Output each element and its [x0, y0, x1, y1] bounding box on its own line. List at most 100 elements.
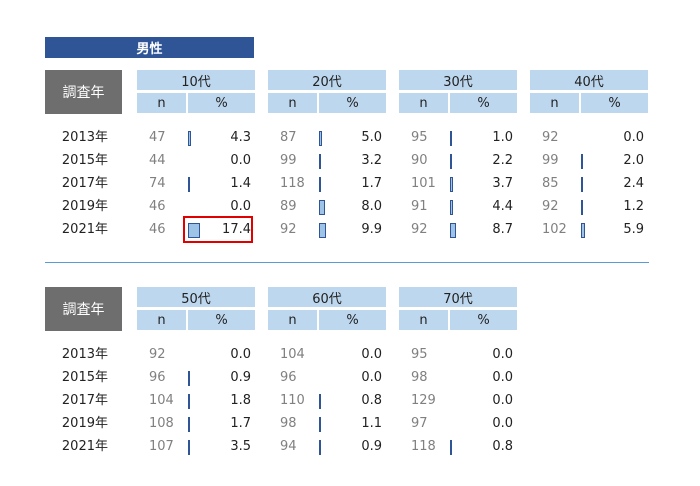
n-value: 102: [542, 222, 567, 237]
pct-value: 2.0: [623, 153, 644, 168]
n-value: 95: [411, 347, 428, 362]
pct-bar: [581, 200, 583, 215]
pct-column-header: %: [319, 93, 386, 113]
pct-column-header: %: [450, 310, 517, 330]
pct-value: 0.9: [230, 370, 251, 385]
n-value: 44: [149, 153, 166, 168]
pct-bar: [450, 177, 453, 192]
pct-value: 1.1: [361, 416, 382, 431]
pct-bar: [319, 223, 326, 238]
pct-value: 0.0: [230, 199, 251, 214]
n-value: 101: [411, 176, 436, 191]
pct-value: 17.4: [222, 222, 251, 237]
pct-bar: [319, 417, 321, 432]
pct-bar: [450, 440, 452, 455]
n-value: 96: [149, 370, 166, 385]
pct-bar: [450, 131, 452, 146]
n-column-header: n: [137, 93, 186, 113]
pct-bar: [188, 131, 191, 146]
age-group-header: 20代: [268, 70, 386, 90]
pct-value: 1.2: [623, 199, 644, 214]
pct-value: 0.9: [361, 439, 382, 454]
pct-bar: [188, 440, 190, 455]
n-value: 46: [149, 199, 166, 214]
n-value: 92: [542, 199, 559, 214]
n-column-header: n: [399, 93, 448, 113]
n-value: 104: [280, 347, 305, 362]
n-value: 108: [149, 416, 174, 431]
pct-value: 1.7: [230, 416, 251, 431]
pct-value: 0.8: [361, 393, 382, 408]
n-value: 99: [542, 153, 559, 168]
sex-title: 男性: [45, 37, 254, 58]
pct-value: 1.8: [230, 393, 251, 408]
pct-bar: [319, 394, 321, 409]
pct-value: 5.0: [361, 130, 382, 145]
pct-value: 1.7: [361, 176, 382, 191]
pct-bar: [188, 417, 190, 432]
n-value: 92: [411, 222, 428, 237]
n-value: 118: [280, 176, 305, 191]
n-value: 129: [411, 393, 436, 408]
year-label: 2013年: [61, 347, 108, 362]
pct-value: 4.4: [492, 199, 513, 214]
pct-value: 1.4: [230, 176, 251, 191]
age-group-header: 40代: [530, 70, 648, 90]
pct-value: 0.0: [623, 130, 644, 145]
n-value: 47: [149, 130, 166, 145]
n-value: 92: [280, 222, 297, 237]
n-value: 118: [411, 439, 436, 454]
pct-bar: [581, 223, 585, 238]
n-value: 92: [149, 347, 166, 362]
n-value: 90: [411, 153, 428, 168]
pct-value: 3.5: [230, 439, 251, 454]
n-value: 95: [411, 130, 428, 145]
year-label: 2021年: [61, 222, 108, 237]
pct-value: 0.0: [492, 370, 513, 385]
pct-bar: [450, 154, 452, 169]
year-label: 2017年: [61, 393, 108, 408]
n-value: 99: [280, 153, 297, 168]
n-value: 85: [542, 176, 559, 191]
pct-value: 2.2: [492, 153, 513, 168]
n-column-header: n: [530, 93, 579, 113]
pct-value: 8.0: [361, 199, 382, 214]
n-value: 87: [280, 130, 297, 145]
year-label: 2021年: [61, 439, 108, 454]
pct-value: 0.8: [492, 439, 513, 454]
pct-value: 0.0: [492, 393, 513, 408]
highlighted-cell-box: [183, 216, 253, 243]
pct-column-header: %: [450, 93, 517, 113]
year-label: 2017年: [61, 176, 108, 191]
pct-bar: [188, 394, 190, 409]
year-label: 2015年: [61, 153, 108, 168]
n-value: 92: [542, 130, 559, 145]
pct-value: 4.3: [230, 130, 251, 145]
n-value: 46: [149, 222, 166, 237]
pct-bar: [319, 200, 325, 215]
pct-bar: [581, 154, 583, 169]
pct-bar: [319, 440, 321, 455]
pct-bar: [450, 200, 453, 215]
n-value: 98: [411, 370, 428, 385]
pct-column-header: %: [188, 310, 255, 330]
pct-bar: [450, 223, 456, 238]
n-value: 107: [149, 439, 174, 454]
pct-value: 0.0: [361, 370, 382, 385]
n-value: 96: [280, 370, 297, 385]
n-value: 110: [280, 393, 305, 408]
n-column-header: n: [268, 310, 317, 330]
year-label: 2019年: [61, 199, 108, 214]
n-column-header: n: [399, 310, 448, 330]
age-group-header: 50代: [137, 287, 255, 307]
pct-bar: [319, 154, 321, 169]
n-value: 98: [280, 416, 297, 431]
pct-bar: [188, 177, 190, 192]
n-value: 91: [411, 199, 428, 214]
pct-bar: [581, 177, 583, 192]
pct-value: 3.7: [492, 176, 513, 191]
year-column-header: 調査年: [45, 287, 122, 331]
n-column-header: n: [137, 310, 186, 330]
pct-value: 9.9: [361, 222, 382, 237]
n-value: 104: [149, 393, 174, 408]
